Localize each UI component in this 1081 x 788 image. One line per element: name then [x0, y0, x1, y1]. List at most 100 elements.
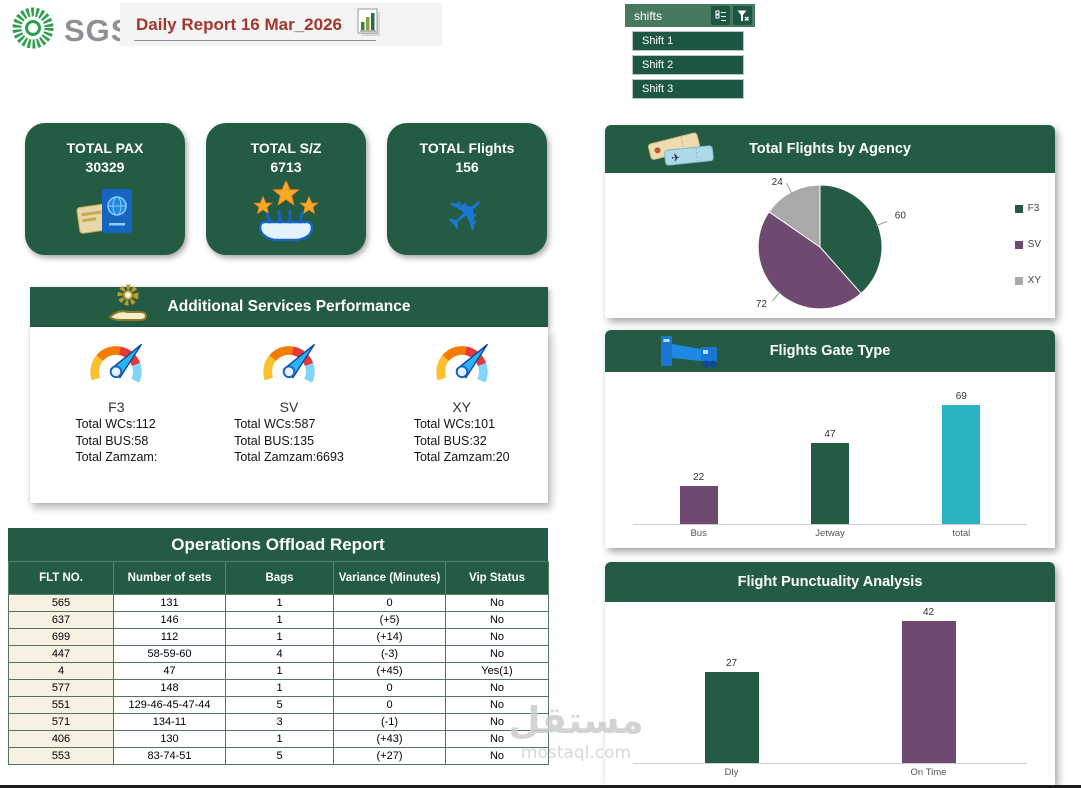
table-cell: 571: [8, 713, 114, 731]
service-stat-line: Total Zamzam:20: [413, 450, 510, 464]
shift-button-shift-1[interactable]: Shift 1: [632, 31, 744, 51]
column-header: Number of sets: [113, 561, 226, 595]
table-cell: 58-59-60: [113, 645, 226, 663]
pie-data-label: 24: [772, 177, 784, 188]
table-cell: (+43): [333, 730, 446, 748]
page-title: Daily Report 16 Mar_2026: [136, 14, 342, 34]
bar-on-time: 42 On Time: [901, 607, 956, 778]
service-stat-line: Total WCs:587: [234, 417, 316, 431]
legend-item-f3: F3: [1014, 203, 1041, 214]
table-cell: 129-46-45-47-44: [113, 696, 226, 714]
service-sv: SV Total WCs:587 Total BUS:135 Total Zamzam…: [203, 327, 376, 503]
table-cell: 5: [225, 696, 334, 714]
table-cell: 553: [8, 747, 114, 765]
column-header: Bags: [225, 561, 334, 595]
table-cell: 47: [113, 662, 226, 680]
table-cell: 3: [225, 713, 334, 731]
kpi-label: TOTAL PAX: [66, 140, 144, 156]
services-panel-body: F3 Total WCs:112 Total BUS:58 Total Zamzam:…: [30, 327, 548, 503]
multiselect-icon[interactable]: [711, 6, 730, 25]
table-cell: 148: [113, 679, 226, 697]
table-cell: 112: [113, 628, 226, 646]
table-cell: 565: [8, 594, 114, 612]
hand-gear-icon: [104, 281, 152, 332]
kpi-card-total-pax: TOTAL PAX 30329: [25, 123, 185, 255]
bar-data-label: 42: [922, 607, 935, 618]
flights-by-agency-header: ✈ Total Flights by Agency: [605, 125, 1055, 173]
table-cell: 4: [8, 662, 114, 680]
clear-filter-icon[interactable]: [733, 6, 752, 25]
service-stat-line: Total BUS:32: [413, 433, 487, 448]
kpi-label: TOTAL S/Z: [250, 140, 322, 156]
table-cell: 134-11: [113, 713, 226, 731]
agency-pie-chart: 60 72 24: [756, 177, 906, 310]
table-cell: Yes(1): [445, 662, 549, 680]
bar-category-label: Dly: [724, 767, 739, 778]
service-name: XY: [452, 399, 472, 415]
bar-bus: 22 Bus: [679, 472, 718, 539]
bar-total: 69 total: [942, 391, 981, 539]
stars-hand-icon: [206, 177, 366, 251]
table-cell: 0: [333, 696, 446, 714]
shift-button-list: Shift 1 Shift 2 Shift 3: [625, 31, 755, 99]
pie-leader-line: [875, 221, 888, 227]
shift-button-shift-3[interactable]: Shift 3: [632, 79, 744, 99]
sgs-logo: SGS: [10, 5, 132, 56]
flights-by-agency-title: Total Flights by Agency: [749, 141, 911, 157]
kpi-row: TOTAL PAX 30329 TOTAL S/Z 6713 TOTAL Fligh…: [25, 123, 547, 255]
gate-type-card: Flights Gate Type 22 Bus 47 Jetway 69 total: [605, 330, 1055, 548]
svg-text:✈: ✈: [670, 151, 681, 165]
table-header-row: FLT NO. Number of sets Bags Variance (Minut…: [8, 561, 549, 595]
table-cell: (+14): [333, 628, 446, 646]
gate-type-body: 22 Bus 47 Jetway 69 total: [605, 372, 1055, 548]
shifts-slicer: shifts Shift 1 Shift 2 Shift 3: [625, 4, 755, 99]
bar-rect: [901, 621, 956, 763]
legend-label: SV: [1027, 239, 1041, 250]
service-stats: Total WCs:587 Total BUS:135 Total Zamzam:6…: [234, 416, 344, 466]
table-cell: 1: [225, 611, 334, 629]
table-cell: 83-74-51: [113, 747, 226, 765]
table-cell: 699: [8, 628, 114, 646]
punctuality-body: 27 Dly 42 On Time: [605, 602, 1055, 785]
bar-category-label: Bus: [690, 528, 707, 539]
column-header: FLT NO.: [8, 561, 114, 595]
table-cell: (+27): [333, 747, 446, 765]
table-cell: 1: [225, 662, 334, 680]
sgs-logo-icon: [10, 5, 56, 56]
kpi-value: 156: [455, 159, 479, 175]
table-cell: (+45): [333, 662, 446, 680]
bar-data-label: 69: [955, 391, 967, 402]
table-cell: 0: [333, 594, 446, 612]
bar-category-label: total: [952, 528, 971, 539]
legend-swatch: [1014, 240, 1023, 249]
airplane-icon: ✈: [432, 178, 502, 250]
table-row: 447 58-59-60 4 (-3) No: [8, 645, 549, 663]
service-stat-line: Total Zamzam:: [75, 450, 158, 464]
flights-by-agency-card: ✈ Total Flights by Agency 60 72 24 F3 SV XY: [605, 125, 1055, 318]
gauge-icon: [30, 336, 203, 399]
table-cell: No: [445, 730, 549, 748]
table-row: 406 130 1 (+43) No: [8, 730, 549, 748]
table-row: 553 83-74-51 5 (+27) No: [8, 747, 549, 765]
bar-category-label: Jetway: [815, 528, 845, 539]
table-cell: 146: [113, 611, 226, 629]
punctuality-card: Flight Punctuality Analysis 27 Dly 42 On Ti…: [605, 562, 1055, 785]
column-header: Vip Status: [445, 561, 549, 595]
legend-swatch: [1014, 204, 1023, 213]
offload-report-title: Operations Offload Report: [8, 528, 548, 561]
table-cell: (-3): [333, 645, 446, 663]
pie-data-label: 72: [756, 299, 768, 310]
punctuality-title: Flight Punctuality Analysis: [737, 574, 923, 590]
pie-leader-line: [786, 182, 793, 195]
bar-data-label: 27: [725, 658, 738, 669]
table-cell: 1: [225, 679, 334, 697]
bar-rect: [810, 443, 849, 524]
gate-type-plot: 22 Bus 47 Jetway 69 total: [633, 378, 1027, 539]
table-cell: (-1): [333, 713, 446, 731]
kpi-label: TOTAL Flights: [419, 140, 515, 156]
bar-rect: [679, 486, 718, 524]
shift-button-shift-2[interactable]: Shift 2: [632, 55, 744, 75]
service-stat-line: Total BUS:58: [75, 433, 149, 448]
service-stat-line: Total WCs:101: [413, 417, 496, 431]
service-stat-line: Total Zamzam:6693: [234, 450, 344, 464]
